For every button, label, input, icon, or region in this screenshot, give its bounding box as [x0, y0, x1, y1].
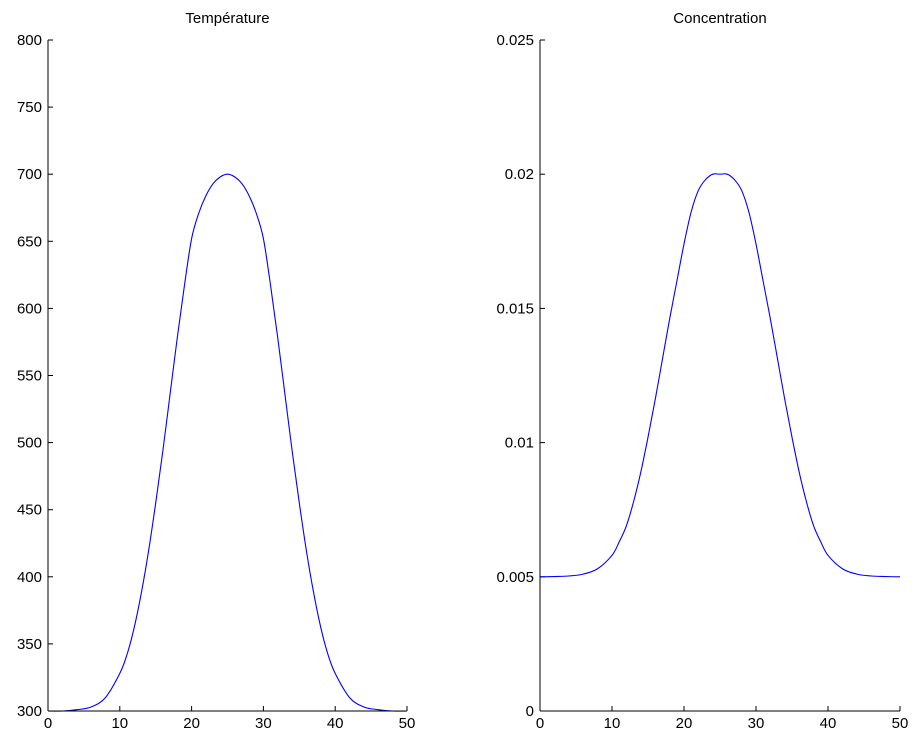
x-tick-label: 50 [892, 715, 909, 732]
x-tick-label: 10 [604, 715, 621, 732]
x-tick-label: 20 [676, 715, 693, 732]
y-tick-label: 0.005 [496, 569, 534, 586]
series-line [539, 173, 901, 578]
y-tick-label: 400 [17, 569, 42, 586]
concentration-chart: Concentration 0 0.005 0.01 0.015 0.02 0.025 0… [496, 10, 908, 732]
x-axis-ticks: 0 10 20 30 40 50 [536, 706, 909, 732]
x-tick-label: 40 [820, 715, 837, 732]
y-tick-label: 500 [17, 435, 42, 452]
y-tick-label: 0.025 [496, 32, 534, 49]
x-tick-label: 20 [183, 715, 200, 732]
x-tick-label: 50 [399, 715, 416, 732]
chart-title: Concentration [673, 10, 766, 27]
x-tick-label: 10 [111, 715, 128, 732]
y-tick-label: 350 [17, 636, 42, 653]
y-tick-label: 0.01 [505, 435, 534, 452]
y-axis-ticks: 0 0.005 0.01 0.015 0.02 0.025 [496, 32, 545, 720]
y-tick-label: 0.02 [505, 166, 534, 183]
x-tick-label: 30 [255, 715, 272, 732]
y-tick-label: 750 [17, 99, 42, 116]
y-tick-label: 800 [17, 32, 42, 49]
y-tick-label: 700 [17, 166, 42, 183]
x-tick-label: 30 [748, 715, 765, 732]
y-tick-label: 600 [17, 300, 42, 317]
y-tick-label: 650 [17, 233, 42, 250]
y-tick-label: 550 [17, 368, 42, 385]
x-tick-label: 0 [44, 715, 52, 732]
y-tick-label: 0.015 [496, 300, 534, 317]
y-tick-label: 300 [17, 703, 42, 720]
y-axis-ticks: 300 350 400 450 500 550 600 650 700 750 800 [17, 32, 53, 720]
chart-title: Température [185, 10, 269, 27]
series-line [47, 173, 408, 712]
y-tick-label: 0 [526, 703, 534, 720]
x-tick-label: 0 [536, 715, 544, 732]
temperature-chart: Température 3003504004505005506006507007… [17, 10, 415, 732]
x-axis-ticks: 0 10 20 30 40 50 [44, 706, 416, 732]
x-tick-label: 40 [327, 715, 344, 732]
y-tick-label: 450 [17, 502, 42, 519]
